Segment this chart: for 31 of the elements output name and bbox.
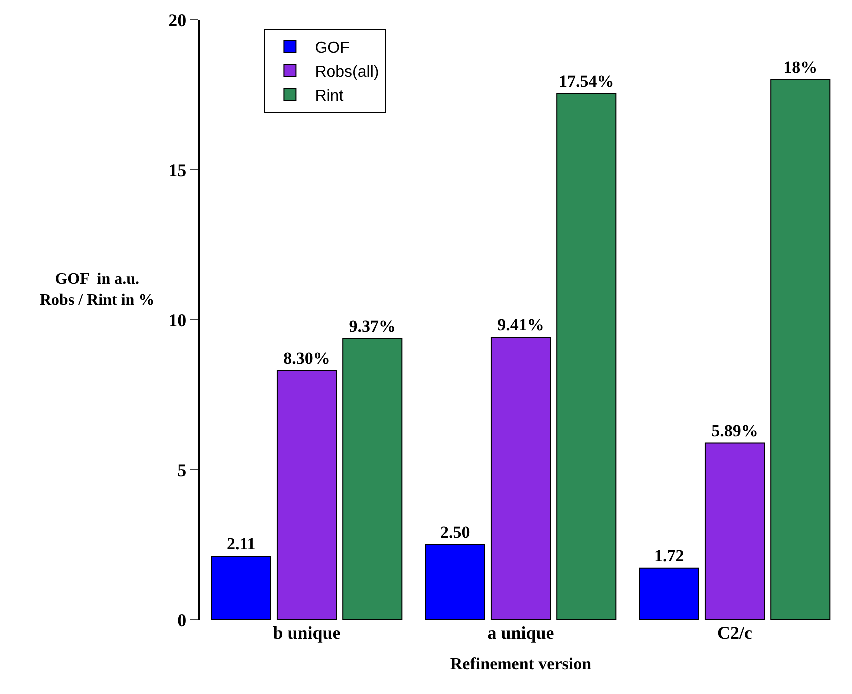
data-label: 1.72 <box>654 546 684 566</box>
y-tick-label: 0 <box>178 610 187 630</box>
bar <box>425 544 486 620</box>
data-label: 9.37% <box>349 316 396 336</box>
bar <box>342 338 403 620</box>
y-axis-title: GOF in a.u. Robs / Rint in % <box>40 271 155 309</box>
legend-label: GOF <box>315 40 350 58</box>
data-label: 2.50 <box>440 523 470 542</box>
y-tick-label: 10 <box>168 310 187 330</box>
data-label: 8.30% <box>284 349 330 368</box>
x-axis-title: Refinement version <box>450 654 592 674</box>
bar <box>276 370 338 620</box>
x-tick-label: C2/c <box>718 623 752 643</box>
data-label: 5.89% <box>712 421 758 440</box>
legend-label: Robs(all) <box>315 64 380 81</box>
data-label: 18% <box>784 58 818 77</box>
bar <box>704 442 766 620</box>
data-label: 2.11 <box>226 534 256 554</box>
bar <box>211 556 272 620</box>
x-tick-label: a unique <box>488 623 554 643</box>
bar <box>770 80 831 620</box>
y-tick-label: 20 <box>168 10 187 30</box>
legend-label: Rint <box>315 88 344 105</box>
data-label: 9.41% <box>498 316 544 335</box>
y-tick-label: 5 <box>178 460 187 480</box>
y-tick-label: 15 <box>168 160 187 180</box>
bar <box>556 93 617 620</box>
x-tick-label: b unique <box>273 623 341 643</box>
data-label: 17.54% <box>559 72 614 91</box>
bar <box>639 568 700 620</box>
bar <box>490 337 552 620</box>
